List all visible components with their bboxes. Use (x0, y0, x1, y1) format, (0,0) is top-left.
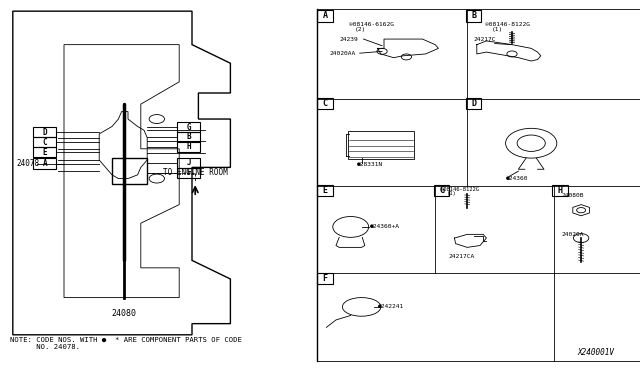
Text: 24239: 24239 (339, 36, 358, 42)
Text: (1): (1) (447, 191, 456, 196)
Text: A: A (42, 159, 47, 168)
Text: D: D (471, 99, 476, 108)
Text: (2): (2) (355, 26, 367, 32)
Text: ●28331N: ●28331N (357, 162, 383, 167)
Text: 24217CA: 24217CA (448, 254, 474, 259)
Text: X240001V: X240001V (577, 348, 614, 357)
Text: D: D (42, 128, 47, 137)
Text: 24080: 24080 (111, 309, 136, 318)
Text: 24020A: 24020A (562, 232, 584, 237)
Text: 24080B: 24080B (562, 193, 584, 198)
Text: A: A (323, 12, 328, 20)
Text: ●24360: ●24360 (506, 176, 528, 181)
Text: 24217C: 24217C (474, 37, 496, 42)
Text: ●24360+A: ●24360+A (370, 224, 400, 230)
Text: F: F (186, 169, 191, 177)
Text: E: E (42, 148, 47, 157)
Text: H: H (557, 186, 563, 195)
Text: J: J (186, 158, 191, 167)
Text: G: G (186, 123, 191, 132)
Text: TO ENGINE ROOM: TO ENGINE ROOM (163, 168, 228, 177)
Text: H: H (186, 142, 191, 151)
Text: 24020AA: 24020AA (330, 51, 356, 56)
Text: ®08146-8122G: ®08146-8122G (485, 22, 530, 27)
Text: B: B (186, 132, 191, 141)
Text: ®08146-6162G: ®08146-6162G (349, 22, 394, 27)
Text: ®08146-8122G: ®08146-8122G (440, 187, 479, 192)
Text: C: C (323, 99, 328, 108)
Text: NOTE: CODE NOS. WITH ●  * ARE COMPONENT PARTS OF CODE
      NO. 24078.: NOTE: CODE NOS. WITH ● * ARE COMPONENT P… (10, 337, 241, 350)
Text: 24078: 24078 (16, 159, 39, 168)
Text: G: G (439, 186, 444, 195)
Text: ●242241: ●242241 (378, 304, 404, 310)
Text: E: E (323, 186, 328, 195)
Text: (1): (1) (492, 26, 503, 32)
Text: F: F (323, 274, 328, 283)
Text: C: C (42, 138, 47, 147)
Text: B: B (471, 12, 476, 20)
